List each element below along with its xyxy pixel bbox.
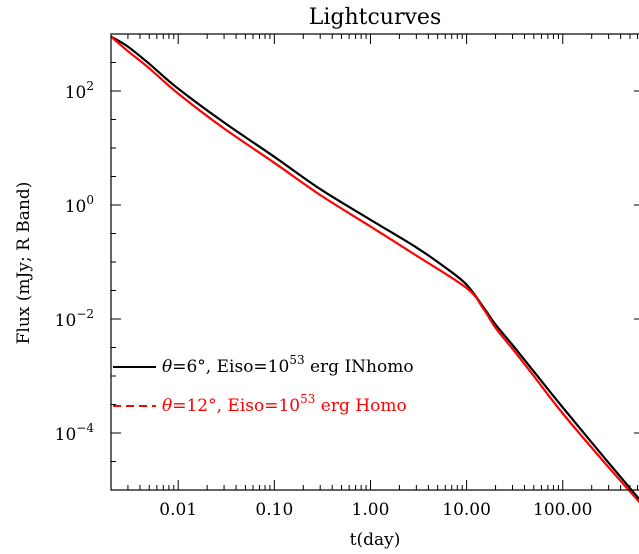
y-tick-label: 102 [65, 79, 94, 103]
y-axis-label: Flux (mJy; R Band) [14, 182, 34, 345]
x-tick-label: 0.10 [255, 500, 293, 520]
x-tick-label: 1.00 [352, 500, 390, 520]
legend: θ=6°, Eiso=1053 erg INhomo θ=12°, Eiso=10… [113, 353, 414, 416]
y-tick-label: 10−4 [55, 421, 95, 445]
legend-label-homo: θ=12°, Eiso=1053 erg Homo [162, 392, 407, 416]
x-tick-label: 10.00 [442, 500, 491, 520]
y-tick-label: 10−2 [55, 307, 94, 331]
series-line-inhomo [110, 35, 639, 501]
plot-frame [110, 33, 639, 491]
tick-labels: 0.01 0.10 1.00 10.00 100.00 10−4 10−2 100 102 [55, 79, 593, 520]
x-axis-label: t(day) [350, 530, 401, 550]
y-tick-label: 100 [65, 193, 94, 217]
x-tick-label: 0.01 [159, 500, 197, 520]
series-line-homo [110, 35, 639, 504]
chart-title: Lightcurves [309, 5, 441, 30]
series-lines [110, 35, 639, 504]
legend-label-inhomo: θ=6°, Eiso=1053 erg INhomo [162, 353, 414, 377]
axis-ticks [110, 33, 639, 491]
x-tick-label: 100.00 [533, 500, 592, 520]
